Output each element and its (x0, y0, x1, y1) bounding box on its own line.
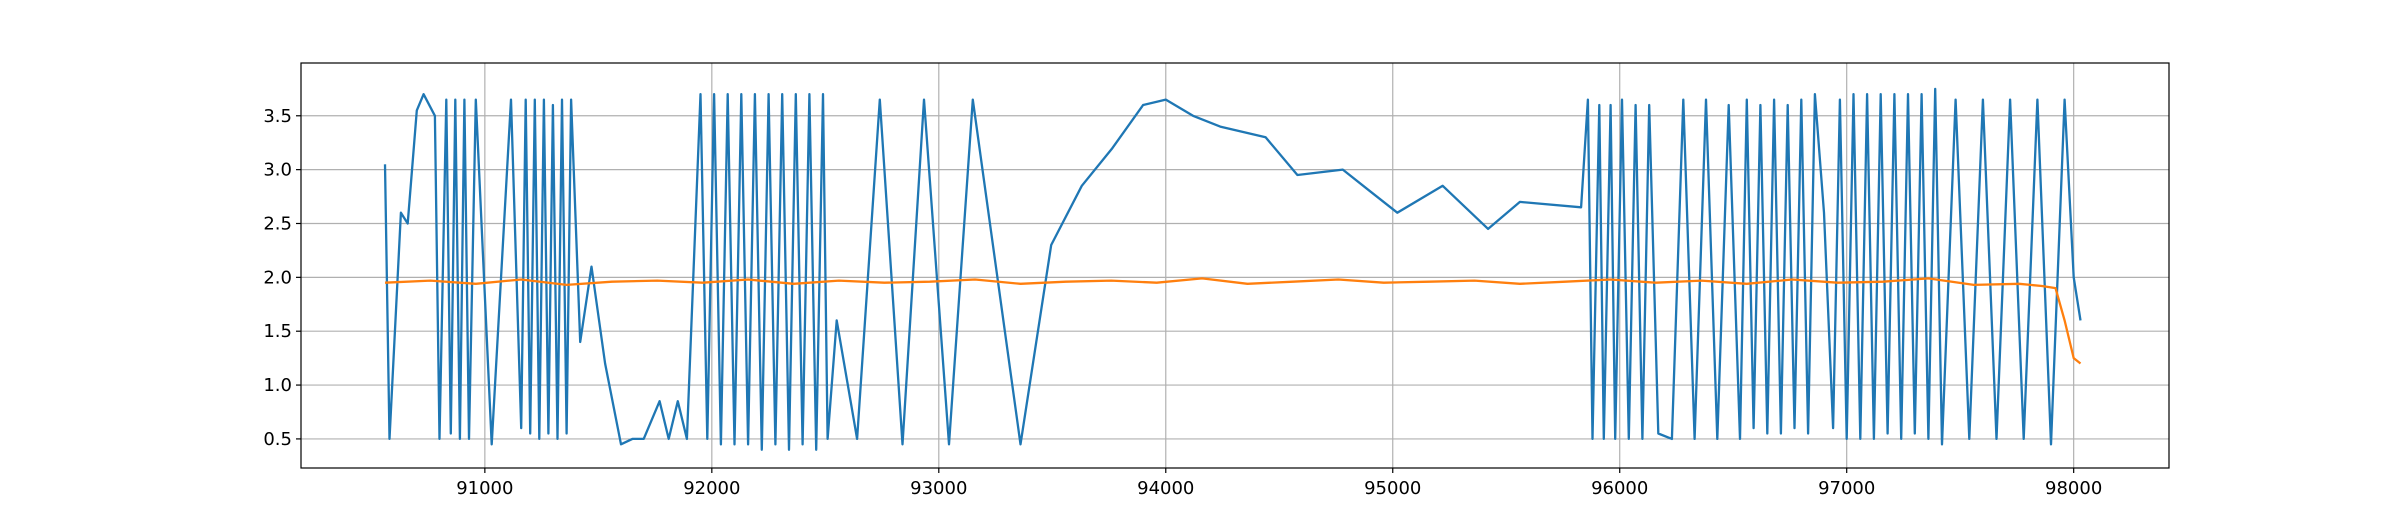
y-tick-label: 1.5 (263, 321, 292, 342)
x-tick-label: 94000 (1137, 478, 1194, 499)
y-tick-label: 3.0 (263, 160, 292, 181)
x-tick-label: 98000 (2045, 478, 2102, 499)
plot-frame (300, 62, 2170, 469)
y-tick-label: 2.0 (263, 267, 292, 288)
x-tick-label: 96000 (1591, 478, 1648, 499)
x-tick-label: 97000 (1818, 478, 1875, 499)
x-tick-label: 92000 (683, 478, 740, 499)
x-tick-label: 95000 (1364, 478, 1421, 499)
x-tick-label: 93000 (910, 478, 967, 499)
data-line (383, 87, 2082, 451)
x-tick-label: 91000 (456, 478, 513, 499)
y-tick-label: 2.5 (263, 213, 292, 234)
y-tick-label: 3.5 (263, 106, 292, 127)
y-tick-label: 1.0 (263, 375, 292, 396)
data-line (384, 277, 2082, 365)
y-tick-label: 0.5 (263, 429, 292, 450)
